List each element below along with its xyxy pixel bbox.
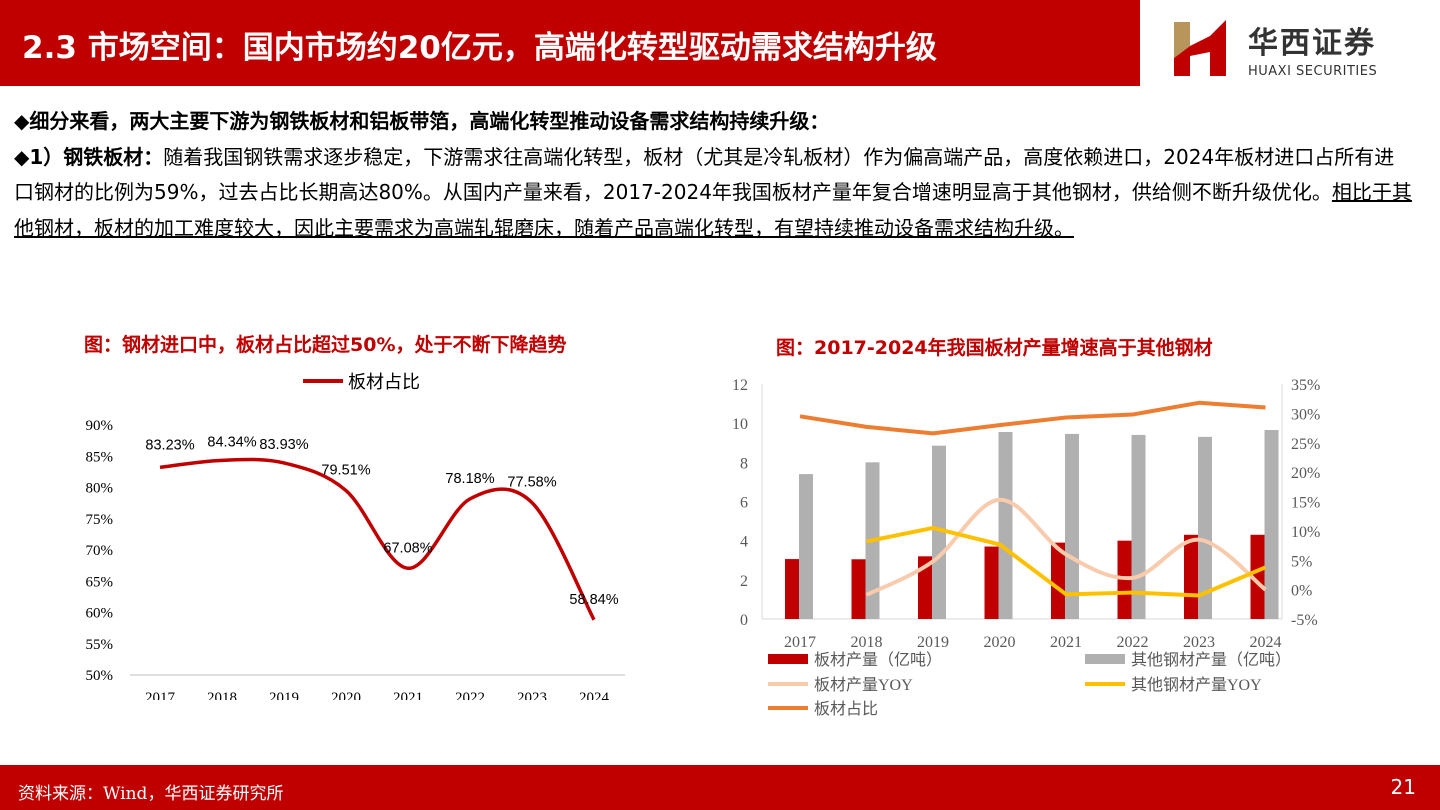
- chart2-production: 0 2 4 6 8 10 12 -5% 0% 5% 10% 15% 20% 25% 30% 35% 2017 20…: [732, 377, 1320, 718]
- bar-other-production: [998, 431, 1013, 619]
- data-label: 78.18%: [445, 471, 494, 487]
- bar-other-production: [932, 445, 946, 619]
- y-right-tick-label: -5%: [1291, 612, 1318, 629]
- data-label: 84.34%: [207, 434, 256, 450]
- x-tick-label: 2023: [1183, 634, 1215, 651]
- data-label: 67.08%: [383, 540, 432, 556]
- legend-swatch: [768, 654, 808, 664]
- summary-line: ◆细分来看，两大主要下游为钢铁板材和铝板带箔，高端化转型推动设备需求结构持续升级…: [14, 109, 830, 133]
- legend-label: 板材产量（亿吨）: [814, 651, 942, 669]
- paragraph-plate: ◆1）钢铁板材：随着我国钢铁需求逐步稳定，下游需求往高端化转型，板材（尤其是冷轧…: [14, 140, 1414, 247]
- y-right-tick-label: 25%: [1291, 436, 1320, 453]
- y-right-tick-label: 20%: [1291, 465, 1320, 482]
- series-line-other-yoy: [866, 525, 1267, 598]
- legend-label: 板材占比: [814, 700, 878, 718]
- y-tick-label: 65%: [86, 574, 114, 590]
- x-tick-label: 2017: [784, 634, 816, 651]
- series-line-plate-share: [159, 457, 596, 621]
- x-tick-label: 2017: [145, 690, 176, 700]
- y-tick-label: 60%: [86, 606, 114, 622]
- x-tick-label: 2019: [917, 634, 949, 651]
- y-tick-label: 75%: [86, 512, 114, 528]
- legend-label: 其他钢材产量YOY: [1131, 676, 1262, 694]
- y-right-tick-label: 15%: [1291, 495, 1320, 512]
- y-tick-label: 85%: [86, 449, 114, 465]
- x-tick-label: 2021: [1050, 634, 1082, 651]
- data-label: 77.58%: [507, 475, 556, 491]
- page-number: 21: [1390, 775, 1416, 799]
- bar-other-production: [1264, 430, 1279, 619]
- data-label: 83.93%: [259, 437, 308, 453]
- y-tick-label: 80%: [86, 481, 114, 497]
- y-tick-label: 50%: [86, 668, 114, 684]
- x-tick-label: 2024: [1250, 634, 1282, 651]
- chart1-title: 图：钢材进口中，板材占比超过50%，处于不断下降趋势: [84, 334, 567, 356]
- legend-label: 板材产量YOY: [814, 676, 913, 694]
- series-line-plate-share: [799, 400, 1266, 436]
- legend-label: 其他钢材产量（亿吨）: [1131, 651, 1291, 669]
- bar-plate-production: [918, 556, 932, 619]
- logo-text-en: HUAXI SECURITIES: [1248, 64, 1378, 79]
- paragraph-text: 随着我国钢铁需求逐步稳定，下游需求往高端化转型，板材（尤其是冷轧板材）作为偏高端…: [14, 144, 1395, 205]
- x-tick-label: 2018: [207, 690, 237, 700]
- data-label: 79.51%: [321, 463, 370, 479]
- x-tick-label: 2019: [269, 690, 299, 700]
- logo-text-cn: 华西证券: [1248, 26, 1376, 61]
- legend-label: 板材占比: [348, 372, 420, 393]
- bar-other-production: [1065, 433, 1079, 619]
- x-tick-label: 2020: [984, 634, 1016, 651]
- x-tick-label: 2022: [455, 690, 485, 700]
- y-left-tick-label: 8: [740, 455, 748, 472]
- x-tick-label: 2024: [579, 690, 610, 700]
- company-logo: 华西证券 HUAXI SECURITIES: [1170, 16, 1410, 82]
- y-right-tick-label: 0%: [1291, 583, 1312, 600]
- data-label: 83.23%: [145, 437, 194, 453]
- y-tick-label: 90%: [86, 418, 114, 434]
- x-tick-label: 2020: [331, 690, 361, 700]
- chart1-import-share: 50% 55% 60% 65% 70% 75% 80% 85% 90% 2017 2018 2019 2…: [86, 372, 625, 700]
- bar-plate-production: [1051, 542, 1065, 619]
- source-note: 资料来源：Wind，华西证券研究所: [18, 784, 284, 804]
- bar-plate-production: [1184, 534, 1198, 619]
- legend-swatch: [1085, 654, 1125, 664]
- y-tick-label: 55%: [86, 637, 114, 653]
- logo-h-icon: [1174, 20, 1226, 76]
- x-tick-label: 2022: [1117, 634, 1149, 651]
- bar-other-production: [799, 474, 813, 619]
- paragraph-heading: ◆1）钢铁板材：: [14, 144, 164, 169]
- bar-plate-production: [984, 546, 999, 619]
- bar-plate-production: [785, 559, 799, 619]
- x-tick-label: 2021: [393, 690, 423, 700]
- y-right-tick-label: 10%: [1291, 524, 1320, 541]
- x-tick-label: 2018: [851, 634, 883, 651]
- y-left-tick-label: 10: [732, 416, 748, 433]
- y-right-tick-label: 35%: [1291, 377, 1320, 394]
- y-left-tick-label: 0: [740, 612, 748, 629]
- y-left-tick-label: 4: [740, 534, 748, 551]
- y-left-tick-label: 2: [740, 573, 748, 590]
- page-title: 2.3 市场空间：国内市场约20亿元，高端化转型驱动需求结构升级: [22, 30, 937, 66]
- y-right-tick-label: 5%: [1291, 553, 1312, 570]
- bar-other-production: [1198, 436, 1212, 619]
- series-line-plate-yoy: [865, 497, 1267, 597]
- x-tick-label: 2023: [517, 690, 547, 700]
- y-tick-label: 70%: [86, 543, 114, 559]
- header-bar: 2.3 市场空间：国内市场约20亿元，高端化转型驱动需求结构升级: [0, 0, 1140, 86]
- y-right-tick-label: 30%: [1291, 406, 1320, 423]
- y-left-tick-label: 12: [732, 377, 748, 394]
- bar-plate-production: [851, 559, 866, 619]
- body-text: ◆细分来看，两大主要下游为钢铁板材和铝板带箔，高端化转型推动设备需求结构持续升级…: [14, 104, 1414, 246]
- chart2-title: 图：2017-2024年我国板材产量增速高于其他钢材: [776, 337, 1213, 359]
- footer-bar: 资料来源：Wind，华西证券研究所 21: [0, 765, 1440, 810]
- bar-plate-production: [1250, 534, 1265, 619]
- paragraph-underlined: 相比于其他钢材，板材的加工难度较大，因此主要需求为高端轧辊磨床，随着产品高端化转…: [14, 180, 1412, 240]
- y-left-tick-label: 6: [740, 495, 748, 512]
- data-label: 58.84%: [569, 592, 618, 608]
